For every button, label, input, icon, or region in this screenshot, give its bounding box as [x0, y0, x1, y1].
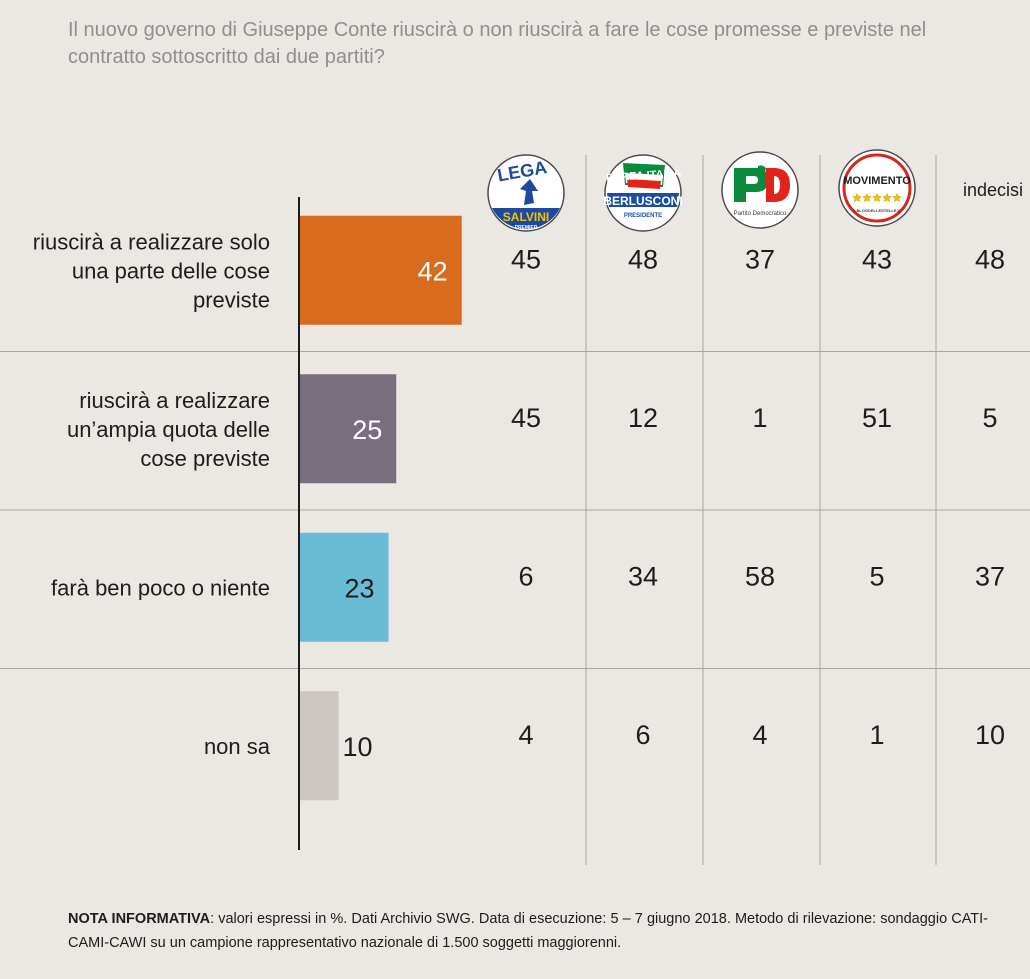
bars: 42 25 23 10	[300, 215, 462, 801]
bar-value-label: 25	[352, 415, 382, 445]
fi-logo-band	[607, 193, 679, 207]
m5s-logo-icon: MOVIMENTO ILBLOGDELLESTELLE.IT	[838, 149, 916, 227]
bar	[300, 215, 462, 325]
pd-letter-d	[766, 168, 790, 202]
presidente-logo-text: PRESIDENTE	[624, 213, 662, 219]
row-label: non sa	[204, 734, 271, 759]
table-cell: 5	[869, 561, 884, 591]
footnote: NOTA INFORMATIVA: valori espressi in %. …	[68, 907, 988, 955]
bar	[300, 374, 397, 484]
star-icon	[872, 192, 882, 203]
m5s-logo-circle	[838, 149, 916, 227]
table-cell: 34	[628, 561, 658, 591]
table-cell: 45	[511, 244, 541, 274]
row-label: riuscirà a realizzare solo	[33, 229, 270, 254]
row-label: riuscirà a realizzare	[79, 388, 270, 413]
table-cell: 6	[635, 720, 650, 750]
table-cell: 4	[752, 720, 767, 750]
table-cell: 1	[752, 403, 767, 433]
bar-value-label: 10	[343, 732, 373, 762]
bar	[300, 532, 389, 642]
question-title: Il nuovo governo di Giuseppe Conte riusc…	[68, 19, 927, 68]
fi-flag-red	[627, 179, 661, 189]
pd-logo-text: Partito Democratico	[734, 211, 787, 217]
pd-letter-p-stem	[734, 168, 746, 202]
star-icon	[892, 192, 902, 203]
row-label: una parte delle cose	[72, 258, 270, 283]
pd-logo-icon: Partito Democratico	[721, 151, 799, 229]
row-label: farà ben poco o niente	[51, 575, 270, 600]
star-icon	[862, 192, 872, 203]
m5s-logo-ring	[842, 153, 912, 223]
table-cell: 48	[975, 244, 1005, 274]
row-labels: riuscirà a realizzare solo una parte dell…	[33, 229, 271, 759]
forza-italia-logo-text: FORZA ITALIA	[606, 167, 682, 184]
table-cell: 10	[975, 720, 1005, 750]
movimento-logo-text: MOVIMENTO	[843, 175, 911, 187]
table-cell: 4	[518, 720, 533, 750]
bar-value-label: 42	[418, 256, 448, 286]
alberto-da-giussano-figure	[520, 179, 538, 205]
table-cell: 51	[862, 403, 892, 433]
pd-olive-branch	[758, 165, 766, 176]
row-label: cose previste	[140, 446, 270, 471]
lega-logo-band	[492, 208, 560, 230]
forza-italia-logo-icon: FORZA ITALIA BERLUSCONI PRESIDENTE	[603, 154, 683, 232]
row-label: previste	[193, 287, 270, 312]
m5s-blog-logo-text: ILBLOGDELLESTELLE.IT	[853, 208, 902, 213]
footnote-bold: NOTA INFORMATIVA	[68, 911, 211, 927]
bar-value-label: 23	[345, 573, 375, 603]
column-header-indecisi: indecisi	[963, 180, 1023, 200]
star-icon	[852, 192, 862, 203]
row-label: un’ampia quota delle	[67, 417, 270, 442]
table-cell: 45	[511, 403, 541, 433]
berlusconi-logo-text: BERLUSCONI	[603, 194, 682, 208]
table-cell: 48	[628, 244, 658, 274]
salvini-logo-text: SALVINI	[503, 210, 549, 224]
table-cell: 37	[745, 244, 775, 274]
table-cell: 37	[975, 561, 1005, 591]
table-cell: 6	[518, 561, 533, 591]
grid-lines	[0, 155, 1030, 865]
table-cell: 58	[745, 561, 775, 591]
table-cell: 5	[982, 403, 997, 433]
star-icon	[882, 192, 892, 203]
table-cells: 45 48 37 43 48 45 12 1 51 5 6 34 58 5 37 4 6 4 1 10	[511, 244, 1005, 750]
table-cell: 43	[862, 244, 892, 274]
premier-logo-text: PREMIER	[515, 225, 538, 231]
table-cell: 12	[628, 403, 658, 433]
table-cell: 1	[869, 720, 884, 750]
footnote-text: : valori espressi in %. Dati Archivio SW…	[68, 911, 988, 951]
bar	[300, 691, 339, 801]
